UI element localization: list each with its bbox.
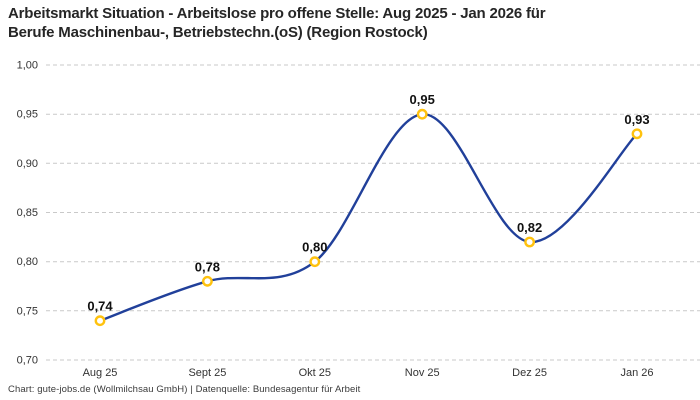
data-point-label: 0,78 [195,259,220,274]
y-tick-label: 0,85 [17,207,38,219]
chart-title: Arbeitsmarkt Situation - Arbeitslose pro… [8,4,696,42]
data-point-label: 0,93 [624,112,649,127]
data-point-marker [416,108,428,120]
data-point-marker [201,275,213,287]
x-tick-label: Nov 25 [405,367,440,379]
data-point-label: 0,80 [302,240,327,255]
data-point-label: 0,95 [410,92,435,107]
chart-title-line1: Arbeitsmarkt Situation - Arbeitslose pro… [8,5,546,22]
data-line [98,112,639,322]
y-tick-label: 0,80 [17,256,38,268]
y-tick-label: 0,90 [17,158,38,170]
x-tick-label: Aug 25 [83,367,118,379]
x-tick-label: Jan 26 [620,367,653,379]
data-point-marker [631,128,643,140]
y-tick-label: 0,70 [17,355,38,367]
data-point-marker [309,256,321,268]
data-point-label: 0,74 [87,299,113,314]
x-tick-label: Sept 25 [188,367,226,379]
x-tick-label: Dez 25 [512,367,547,379]
data-point-marker [524,236,535,248]
y-tick-label: 1,00 [17,60,38,72]
chart-title-line2: Berufe Maschinenbau-, Betriebstechn.(oS)… [8,24,428,41]
chart-footer-credit: Chart: gute-jobs.de (Wollmilchsau GmbH) … [8,384,361,395]
x-tick-label: Okt 25 [299,367,331,379]
y-tick-label: 0,75 [17,305,38,317]
data-point-label: 0,82 [517,220,542,235]
y-tick-label: 0,95 [17,109,38,121]
data-point-marker [94,315,106,327]
